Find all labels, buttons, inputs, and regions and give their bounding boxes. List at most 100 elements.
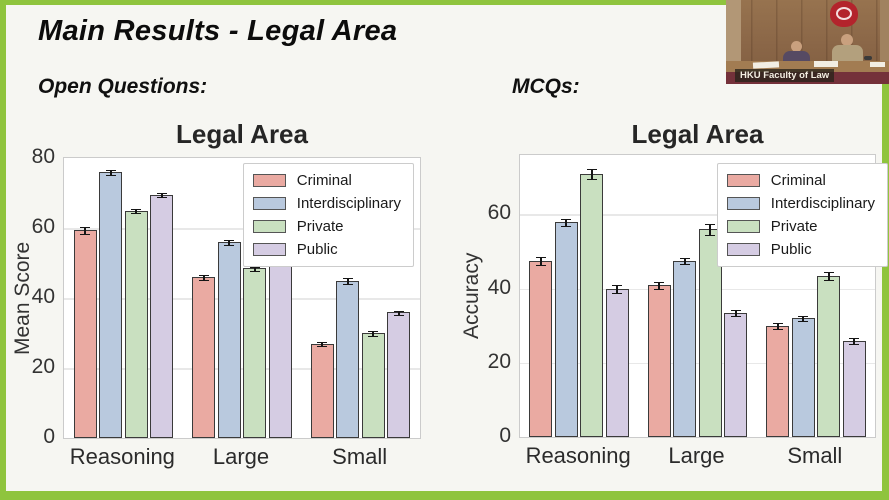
bar-interdisciplinary-small [791,318,815,437]
legend: Criminal Interdisciplinary Private Public [242,163,414,267]
legend-item-criminal: Criminal [726,172,875,189]
bar-criminal-reasoning [73,229,97,438]
person-left-head [791,41,802,52]
gridline [520,362,875,365]
error-bar [730,310,741,318]
gridline [520,214,875,216]
error-bar [654,281,665,290]
mcqs-chart: Legal Area Accuracy Criminal Interdiscipl… [455,111,889,493]
y-tick-label: 0 [43,425,55,448]
paper [870,62,885,67]
legend: Criminal Interdisciplinary Private Public [716,163,888,267]
microphone [864,56,872,60]
bar-criminal-large [192,277,216,438]
gridline [64,228,420,230]
chart-title: Legal Area [631,119,764,149]
legend-swatch [252,220,286,233]
error-bar [317,341,328,348]
bar-private-reasoning [124,210,148,438]
y-tick-label: 80 [31,145,55,168]
legend-label: Private [296,218,344,235]
legend-label: Public [770,241,812,258]
error-bar [156,193,167,199]
legend-swatch [726,220,760,233]
bar-interdisciplinary-reasoning [554,221,578,437]
bar-criminal-large [647,284,671,437]
y-tick-label: 0 [499,424,511,447]
legend-swatch [252,197,286,210]
bar-private-small [817,275,841,437]
y-tick-label: 20 [31,355,55,378]
bar-interdisciplinary-large [673,260,697,437]
x-tick-label: Small [787,443,843,468]
legend-label: Criminal [770,172,826,189]
legend-swatch [252,174,286,187]
error-bar [705,224,716,237]
desk [726,61,889,72]
y-tick-label: 40 [31,285,55,308]
error-bar [105,170,116,176]
error-bar [342,278,353,285]
error-bar [249,266,260,272]
bar-criminal-small [310,343,334,438]
y-tick-label: 60 [31,215,55,238]
person-right-head [841,34,853,46]
bar-public-small [842,340,866,437]
error-bar [80,226,91,235]
bar-interdisciplinary-reasoning [99,172,123,438]
bar-interdisciplinary-large [217,242,241,438]
legend-item-criminal: Criminal [252,172,401,189]
error-bar [679,258,690,266]
y-tick-label: 60 [487,201,511,225]
legend-item-interdisciplinary: Interdisciplinary [726,195,875,212]
bar-public-large [268,252,292,438]
legend-swatch [252,243,286,256]
legend-label: Interdisciplinary [296,195,401,212]
paper [814,61,838,67]
error-bar [612,284,623,295]
legend-label: Interdisciplinary [770,195,875,212]
error-bar [849,337,860,346]
gridline [520,288,875,291]
error-bar [772,323,783,330]
bar-public-reasoning [150,194,174,438]
y-tick-label: 40 [487,275,511,299]
slide-background: Main Results - Legal Area Open Questions… [6,5,888,493]
legend-swatch [726,174,760,187]
bar-criminal-reasoning [529,260,553,437]
error-bar [131,209,142,214]
wall-right-panel [880,0,889,84]
error-bar [368,331,379,337]
legend-label: Criminal [296,172,352,189]
chart-title: Legal Area [176,119,308,149]
gridline [64,368,420,370]
gridline [64,298,420,300]
bar-private-small [361,333,385,438]
bar-interdisciplinary-small [336,280,360,438]
mcqs-label: MCQs: [512,75,580,98]
legend-item-public: Public [726,241,875,258]
bar-public-small [387,312,411,438]
webcam-video[interactable]: HKU Faculty of Law [726,0,889,84]
webcam-caption: HKU Faculty of Law [735,69,835,82]
x-tick-label: Small [332,444,388,469]
open-questions-chart: Legal Area Mean Score Criminal Interdisci… [11,111,442,493]
error-bar [798,316,809,323]
error-bar [535,257,546,267]
error-bar [393,310,404,316]
bar-criminal-small [766,325,790,437]
x-tick-label: Large [212,444,270,469]
page-title: Main Results - Legal Area [38,15,398,47]
plot-area: Criminal Interdisciplinary Private Public [519,154,888,438]
error-bar [561,218,572,227]
legend-item-private: Private [252,218,401,235]
legend-label: Public [296,241,338,258]
x-tick-label: Large [668,443,725,468]
bar-public-large [724,312,748,437]
x-tick-label: Reasoning [525,443,631,468]
hku-emblem [830,1,858,27]
bar-private-large [243,268,267,438]
error-bar [586,168,597,181]
open-questions-label: Open Questions: [38,75,208,98]
